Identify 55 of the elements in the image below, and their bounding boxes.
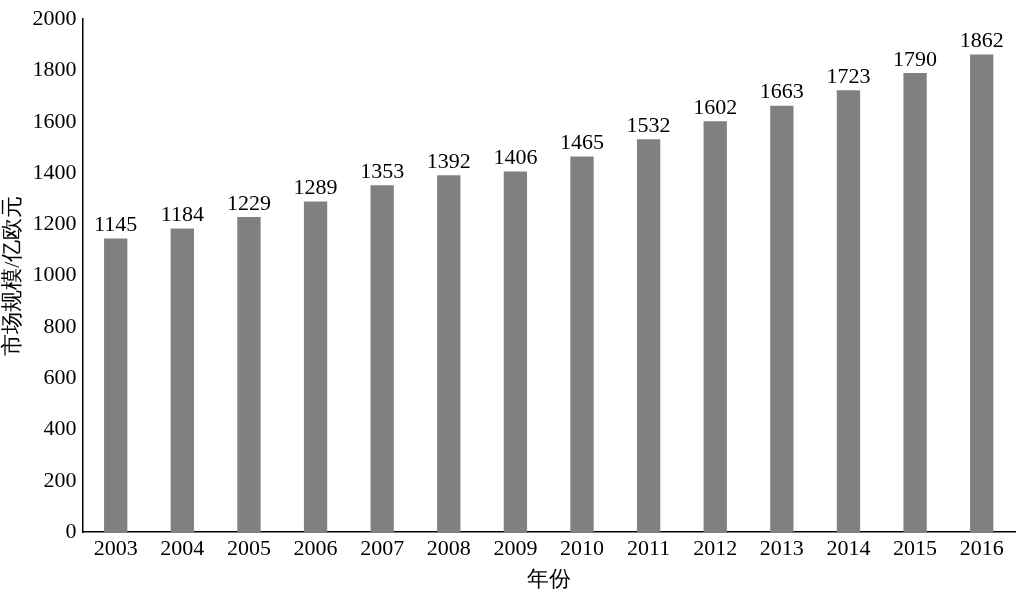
data-label: 1532	[626, 112, 671, 138]
y-tick-label: 200	[43, 466, 77, 492]
bar	[903, 73, 927, 533]
y-tick-label: 1200	[32, 210, 77, 236]
x-tick-label: 2014	[826, 535, 871, 561]
x-axis-title: 年份	[526, 565, 571, 591]
bar	[703, 121, 727, 533]
x-tick-label: 2010	[560, 535, 605, 561]
x-tick-label: 2008	[426, 535, 471, 561]
x-tick-label: 2015	[893, 535, 938, 561]
data-label: 1353	[360, 157, 405, 183]
bar	[170, 228, 194, 533]
data-label: 1145	[94, 211, 138, 237]
bar	[370, 185, 394, 533]
y-tick-label: 1000	[32, 261, 77, 287]
data-label: 1184	[160, 201, 204, 227]
data-label: 1723	[826, 63, 871, 89]
x-tick-label: 2012	[693, 535, 738, 561]
data-label: 1862	[959, 27, 1004, 53]
data-label: 1229	[226, 189, 271, 215]
data-label: 1663	[759, 78, 804, 104]
x-tick-label: 2006	[293, 535, 338, 561]
bar	[503, 171, 528, 533]
x-tick-label: 2004	[160, 535, 205, 561]
bar	[437, 175, 461, 533]
x-tick-label: 2009	[493, 535, 538, 561]
x-tick-label: 2011	[627, 535, 671, 561]
bar	[636, 139, 661, 533]
y-tick-label: 1400	[32, 158, 77, 184]
data-label: 1392	[426, 147, 471, 173]
bar	[836, 90, 861, 533]
x-tick-label: 2016	[959, 535, 1004, 561]
bar	[570, 156, 594, 533]
bar	[770, 105, 794, 533]
data-label: 1602	[693, 94, 738, 120]
x-tick-label: 2007	[360, 535, 405, 561]
data-label: 1406	[493, 144, 538, 170]
bar	[303, 201, 328, 533]
bar	[104, 238, 128, 533]
x-tick-label: 2003	[93, 535, 138, 561]
data-label: 1790	[893, 45, 938, 71]
y-tick-label: 600	[43, 364, 77, 390]
y-tick-label: 0	[65, 517, 77, 543]
data-label: 1465	[560, 129, 605, 155]
bar	[970, 54, 994, 533]
y-axis-title: 市场规模/亿欧元	[0, 195, 24, 356]
y-tick-label: 1600	[32, 107, 77, 133]
data-label: 1289	[293, 174, 338, 200]
y-tick-label: 400	[43, 415, 77, 441]
x-tick-label: 2013	[759, 535, 804, 561]
x-tick-label: 2005	[226, 535, 271, 561]
y-tick-label: 800	[43, 312, 77, 338]
y-tick-label: 1800	[32, 56, 77, 82]
bar	[237, 216, 261, 533]
y-tick-label: 2000	[32, 4, 77, 30]
